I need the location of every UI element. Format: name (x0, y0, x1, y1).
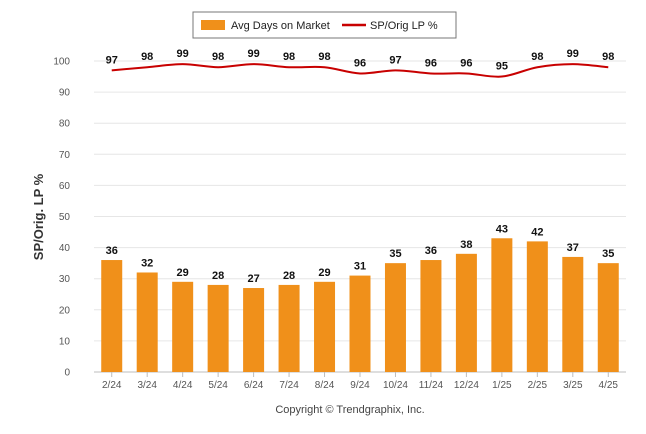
y-tick-label: 30 (59, 274, 71, 285)
line-value-label: 96 (460, 57, 472, 69)
bar (526, 241, 548, 372)
x-tick-label: 10/24 (383, 380, 408, 391)
x-tick-label: 6/24 (244, 380, 264, 391)
bar (243, 288, 265, 372)
line-value-label: 98 (318, 51, 330, 63)
line-value-label: 97 (389, 54, 401, 66)
bar-value-label: 38 (460, 239, 472, 251)
line-value-label: 99 (567, 48, 579, 60)
bar-value-label: 27 (247, 273, 259, 285)
y-tick-label: 40 (59, 243, 71, 254)
line-value-label: 98 (141, 51, 153, 63)
line-path (111, 63, 609, 78)
bar (597, 263, 619, 372)
bar (136, 272, 158, 372)
bar-value-label: 28 (283, 270, 295, 282)
y-axis-ticks: 0 10 20 30 40 50 60 70 80 90 100 (53, 57, 70, 379)
y-tick-label: 10 (59, 336, 71, 347)
legend-box (192, 11, 457, 39)
bar-value-label: 32 (141, 257, 153, 269)
copyright-text: Copyright © Trendgraphix, Inc. (275, 404, 424, 416)
y-tick-label: 70 (59, 150, 71, 161)
x-tick-label: 12/24 (454, 380, 479, 391)
bar-value-label: 36 (106, 245, 118, 257)
x-tick-label: 4/25 (599, 380, 619, 391)
bar-value-label: 37 (567, 242, 579, 254)
bar (278, 284, 300, 372)
x-tick-label: 3/25 (563, 380, 583, 391)
line-value-label: 98 (602, 51, 614, 63)
x-tick-label: 4/24 (173, 380, 193, 391)
line-value-label: 98 (212, 51, 224, 63)
bar-value-label: 43 (496, 223, 508, 235)
y-tick-label: 100 (53, 57, 70, 68)
legend-label-bar: Avg Days on Market (231, 20, 330, 32)
bar-series (101, 238, 619, 372)
bar (455, 253, 477, 372)
bar (314, 281, 336, 372)
y-tick-label: 50 (59, 212, 71, 223)
y-tick-label: 20 (59, 305, 71, 316)
bar (491, 238, 513, 372)
x-tick-label: 1/25 (492, 380, 512, 391)
bar-value-label: 35 (602, 248, 614, 260)
x-tick-label: 11/24 (419, 380, 444, 391)
line-value-label: 99 (247, 48, 259, 60)
line-value-label: 98 (283, 51, 295, 63)
y-tick-label: 80 (59, 119, 71, 130)
bar (562, 256, 584, 372)
y-tick-label: 0 (64, 368, 70, 379)
bar (349, 275, 371, 372)
bar (420, 260, 442, 372)
legend: Avg Days on Market SP/Orig LP % (192, 11, 457, 39)
bar-value-label: 29 (318, 267, 330, 279)
x-tick-label: 8/24 (315, 380, 335, 391)
bar (172, 281, 194, 372)
data-labels: 36 32 29 28 27 28 29 31 35 36 38 43 42 37 35 97 98 99 98 99… (106, 48, 615, 285)
x-tick-label: 7/24 (279, 380, 299, 391)
legend-swatch-bar (201, 20, 225, 30)
y-axis-label: SP/Orig. LP % (31, 173, 46, 260)
bar (384, 263, 406, 372)
bar-value-label: 31 (354, 261, 366, 273)
x-tick-label: 2/24 (102, 380, 122, 391)
bar (101, 260, 123, 372)
bar (207, 284, 229, 372)
x-tick-label: 5/24 (208, 380, 228, 391)
line-value-label: 97 (106, 54, 118, 66)
x-tick-label: 2/25 (528, 380, 548, 391)
bar-value-label: 36 (425, 245, 437, 257)
line-value-label: 96 (425, 57, 437, 69)
line-value-label: 96 (354, 57, 366, 69)
bar-value-label: 29 (177, 267, 189, 279)
line-value-label: 99 (177, 48, 189, 60)
bar-value-label: 42 (531, 226, 543, 238)
x-tick-label: 3/24 (137, 380, 157, 391)
x-tick-label: 9/24 (350, 380, 370, 391)
line-value-label: 98 (531, 51, 543, 63)
line-series (111, 63, 609, 78)
line-value-label: 95 (496, 61, 508, 73)
legend-label-line: SP/Orig LP % (370, 20, 438, 32)
bar-value-label: 35 (389, 248, 401, 260)
y-tick-label: 90 (59, 88, 71, 99)
bar-value-label: 28 (212, 270, 224, 282)
y-tick-label: 60 (59, 181, 71, 192)
x-axis-ticks: 2/24 3/24 4/24 5/24 6/24 7/24 8/24 9/24 10/24 11/… (102, 372, 618, 391)
